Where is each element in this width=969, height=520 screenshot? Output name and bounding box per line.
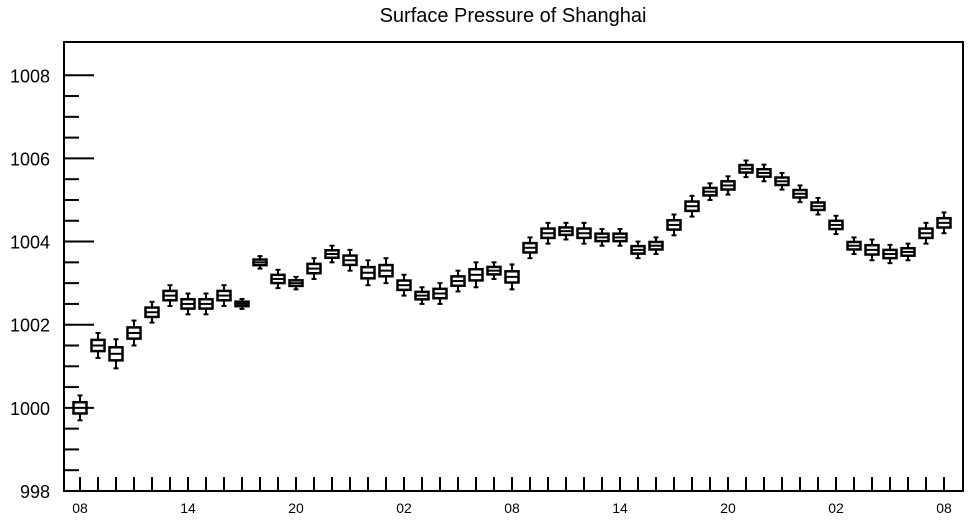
y-tick-label: 1002 [10, 316, 50, 336]
box [594, 228, 610, 247]
box [828, 214, 844, 236]
box [792, 184, 808, 204]
box [306, 257, 322, 280]
box [738, 159, 754, 179]
box [162, 284, 178, 307]
box [180, 292, 196, 316]
box [810, 196, 826, 216]
x-tick-label: 08 [936, 500, 952, 516]
box [684, 194, 700, 218]
y-tick-label: 1004 [10, 233, 50, 253]
box [270, 268, 286, 290]
box [612, 228, 628, 247]
box [702, 182, 718, 201]
box [558, 221, 574, 241]
box [774, 171, 790, 191]
box [252, 255, 268, 270]
box [198, 292, 214, 316]
y-tick-label: 1000 [10, 399, 50, 419]
y-tick-label: 998 [20, 482, 50, 502]
box [522, 236, 538, 260]
box [450, 269, 466, 293]
box [756, 163, 772, 183]
x-tick-label: 14 [612, 500, 628, 516]
chart-title: Surface Pressure of Shanghai [380, 5, 647, 27]
box [486, 261, 502, 280]
y-tick-label: 1006 [10, 149, 50, 169]
box [630, 240, 646, 260]
box [540, 221, 556, 245]
x-tick-label: 20 [288, 500, 304, 516]
box [882, 243, 898, 265]
box [648, 236, 664, 256]
x-tick-label: 20 [720, 500, 736, 516]
box [72, 394, 88, 422]
box [918, 221, 934, 245]
box [108, 338, 124, 370]
box [414, 286, 430, 305]
box [936, 211, 952, 235]
box [504, 263, 520, 291]
box [396, 273, 412, 297]
box [666, 213, 682, 237]
box [378, 257, 394, 285]
box [126, 319, 142, 347]
x-tick-label: 02 [396, 500, 412, 516]
box [144, 300, 160, 324]
x-tick-label: 14 [180, 500, 196, 516]
box [360, 259, 376, 287]
x-axis: 08 14 20 02 08 14 20 02 08 [72, 477, 952, 516]
box [864, 238, 880, 262]
box [288, 275, 304, 291]
x-tick-label: 08 [504, 500, 520, 516]
box [468, 261, 484, 289]
box [900, 242, 916, 262]
x-tick-label: 08 [72, 500, 88, 516]
box [342, 248, 358, 272]
y-tick-label: 1008 [10, 66, 50, 86]
box [720, 175, 736, 196]
box [432, 282, 448, 305]
box [90, 332, 106, 359]
box [846, 236, 862, 256]
box [324, 244, 340, 264]
x-tick-label: 02 [828, 500, 844, 516]
box [234, 297, 250, 310]
boxplot-series [72, 159, 952, 422]
box [576, 221, 592, 245]
box [216, 284, 232, 307]
y-axis: 998 1000 1002 1004 1006 1008 [10, 66, 94, 502]
plot-frame [63, 41, 964, 492]
